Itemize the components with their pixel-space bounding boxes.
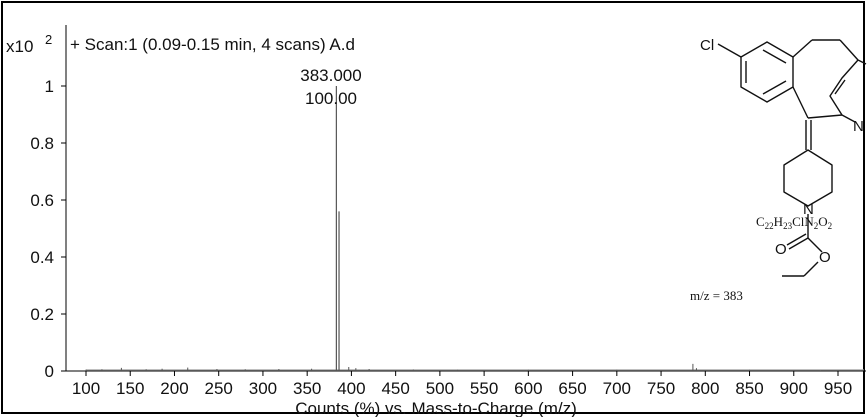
mz-label: m/z = 383 <box>690 288 743 303</box>
y-tick-label: 0 <box>45 362 54 381</box>
y-multiplier: x10 <box>6 37 33 56</box>
x-tick-label: 350 <box>293 379 321 398</box>
bridge-bond <box>792 86 809 119</box>
y-tick-label: 1 <box>45 77 54 96</box>
ethyl-bond <box>803 261 819 277</box>
piperidine-ring <box>783 149 833 207</box>
x-tick-label: 700 <box>603 379 631 398</box>
y-tick-label: 0.2 <box>30 305 54 324</box>
pyridine-n-label: N <box>853 118 864 135</box>
y-tick-label: 0.8 <box>30 134 54 153</box>
spectrum-trace <box>85 86 864 371</box>
y-tick-label: 0.4 <box>30 248 54 267</box>
pyridine-ring <box>829 59 859 116</box>
x-tick-label: 100 <box>72 379 100 398</box>
x-axis-label: Counts (%) vs. Mass-to-Charge (m/z) <box>295 399 577 417</box>
carbonyl-o-label: O <box>775 241 787 258</box>
chlorine-atom-label: Cl <box>700 37 714 54</box>
chemical-structure <box>717 39 867 277</box>
x-tick-label: 850 <box>735 379 763 398</box>
pyridine-bond-to-n <box>841 114 856 123</box>
x-tick-label: 950 <box>824 379 852 398</box>
carbonyl-double-bond <box>788 237 809 250</box>
x-tick-label: 550 <box>470 379 498 398</box>
molecular-formula: C22H23ClN2O2 <box>756 214 832 231</box>
x-tick-label: 200 <box>160 379 188 398</box>
x-tick-label: 900 <box>780 379 808 398</box>
cl-bond <box>717 43 742 58</box>
bridge-bond <box>792 39 813 58</box>
x-tick-label: 250 <box>205 379 233 398</box>
ester-bond <box>807 237 823 253</box>
bridge-bond <box>807 114 843 119</box>
x-tick-label: 600 <box>514 379 542 398</box>
x-ticks: 100 150 200 250 300 350 400 450 500 550 600 650 700 7… <box>72 371 852 398</box>
benzene-double-bond <box>762 80 787 95</box>
x-tick-label: 650 <box>558 379 586 398</box>
benzene-double-bond <box>762 49 787 64</box>
chart-title: + Scan:1 (0.09-0.15 min, 4 scans) A.d <box>70 35 355 54</box>
pyridine-ring <box>857 59 867 65</box>
y-ticks: 0 0.2 0.4 0.6 0.8 1 <box>30 77 66 381</box>
y-exponent: 2 <box>45 32 52 47</box>
x-tick-label: 400 <box>337 379 365 398</box>
x-tick-label: 500 <box>426 379 454 398</box>
peak-mz-label: 383.000 <box>300 66 361 85</box>
piperidine-n-label: N <box>803 201 814 218</box>
x-tick-label: 150 <box>116 379 144 398</box>
x-tick-label: 750 <box>647 379 675 398</box>
benzene-ring <box>740 41 794 103</box>
ester-o-label: O <box>819 249 831 266</box>
x-tick-label: 450 <box>381 379 409 398</box>
pyridine-double-bond <box>834 79 846 95</box>
bridge-bond <box>839 39 859 61</box>
y-tick-label: 0.6 <box>30 191 54 210</box>
x-tick-label: 800 <box>691 379 719 398</box>
peak-intensity-label: 100.00 <box>305 89 357 108</box>
carbonyl-double-bond <box>786 233 807 246</box>
x-tick-label: 300 <box>249 379 277 398</box>
